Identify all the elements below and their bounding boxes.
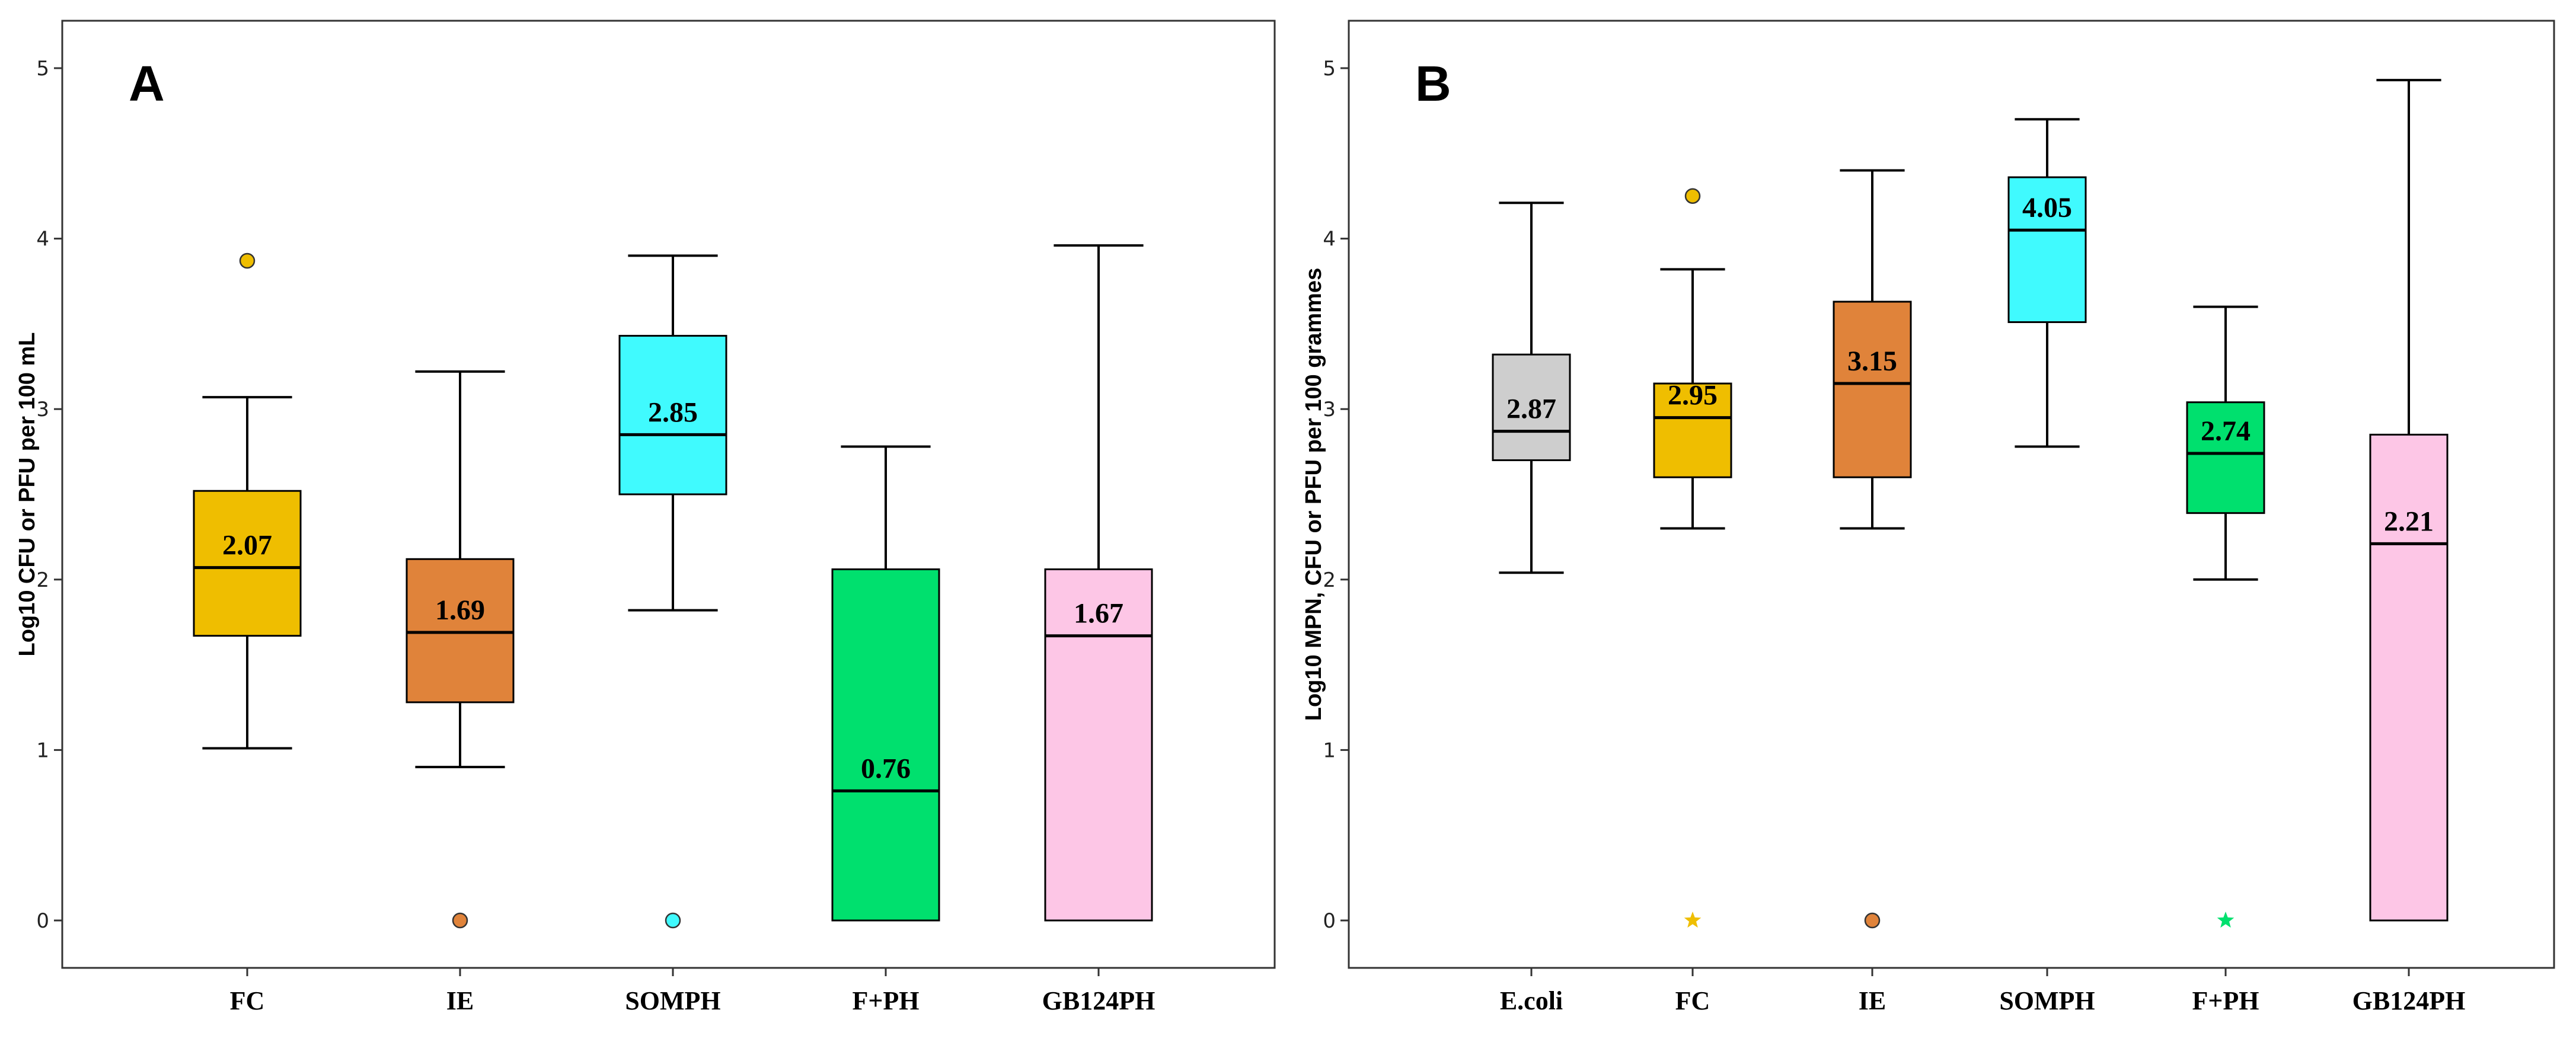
x-tick-label: FC xyxy=(1675,986,1710,1015)
y-axis-label: Log10 MPN, CFU or PFU per 100 grammes xyxy=(1301,268,1326,721)
box-somph: SOMPH 2.85 xyxy=(618,254,727,1015)
box-f-ph: F+PH 2.74 xyxy=(2186,305,2265,1015)
y-tick-label: 2 xyxy=(1323,568,1336,592)
iqr-box xyxy=(1833,300,1912,478)
median-label: 1.67 xyxy=(1074,598,1123,629)
median-label: 2.95 xyxy=(1668,380,1718,411)
y-tick-label: 4 xyxy=(1323,228,1336,251)
x-tick-label: F+PH xyxy=(2192,986,2259,1015)
y-tick-label: 4 xyxy=(36,228,49,251)
box-e-coli: E.coli 2.87 xyxy=(1492,202,1571,1015)
iqr-box xyxy=(1653,382,1732,478)
box-somph: SOMPH 4.05 xyxy=(1999,118,2095,1015)
median-label: 1.69 xyxy=(435,594,485,626)
outlier-star xyxy=(2217,912,2235,928)
y-tick-label: 1 xyxy=(1323,739,1336,762)
y-tick-label: 1 xyxy=(36,739,49,762)
plot-frame xyxy=(1348,20,2555,969)
median-label: 4.05 xyxy=(2022,192,2072,223)
x-tick-label: GB124PH xyxy=(1042,986,1155,1015)
box-fc: FC 2.07 xyxy=(193,252,302,1015)
iqr-box xyxy=(193,490,302,637)
x-tick-label: FC xyxy=(230,986,265,1015)
x-tick-label: E.coli xyxy=(1500,986,1563,1015)
outlier-point xyxy=(452,912,468,929)
panel-label: B xyxy=(1415,56,1451,111)
median-label: 2.07 xyxy=(222,530,272,561)
median-label: 2.74 xyxy=(2201,415,2251,447)
y-tick-label: 5 xyxy=(1323,57,1336,81)
median-label: 0.76 xyxy=(861,753,911,784)
outlier-point xyxy=(239,252,256,269)
panel-label: A xyxy=(129,56,165,111)
x-tick-label: F+PH xyxy=(852,986,919,1015)
y-tick-label: 3 xyxy=(36,398,49,421)
iqr-box xyxy=(2007,176,2087,324)
box-fc: FC 2.95 xyxy=(1653,188,1732,1015)
outlier-point xyxy=(1684,188,1701,204)
y-tick-label: 0 xyxy=(1323,909,1336,933)
iqr-box xyxy=(406,558,515,704)
x-tick-label: SOMPH xyxy=(1999,986,2095,1015)
median-label: 2.85 xyxy=(648,397,698,428)
y-tick-label: 3 xyxy=(1323,398,1336,421)
x-tick-label: IE xyxy=(1859,986,1886,1015)
iqr-box xyxy=(2369,433,2449,922)
x-tick-label: GB124PH xyxy=(2352,986,2466,1015)
y-axis-label: Log10 CFU or PFU per 100 mL xyxy=(15,333,40,657)
iqr-box xyxy=(1044,568,1153,922)
iqr-box xyxy=(2186,401,2265,514)
x-tick-label: SOMPH xyxy=(625,986,720,1015)
box-gb124ph: GB124PH 2.21 xyxy=(2352,79,2466,1015)
box-gb124ph: GB124PH 1.67 xyxy=(1042,244,1155,1015)
median-label: 2.21 xyxy=(2384,506,2434,537)
iqr-box xyxy=(831,568,940,922)
outlier-point xyxy=(1864,912,1881,929)
median-label: 3.15 xyxy=(1847,346,1897,377)
outlier-point xyxy=(665,912,681,929)
box-f-ph: F+PH 0.76 xyxy=(831,445,940,1015)
outlier-star xyxy=(1684,912,1702,928)
box-ie: IE 3.15 xyxy=(1833,169,1912,1015)
box-ie: IE 1.69 xyxy=(406,370,515,1015)
panel-a: 0 1 2 3 4 5 Log10 CFU or PFU per 100 mL A FC 2.07… xyxy=(15,20,1276,1015)
y-tick-label: 2 xyxy=(36,568,49,592)
iqr-box xyxy=(618,335,727,495)
median-label: 2.87 xyxy=(1506,394,1556,425)
y-tick-label: 5 xyxy=(36,57,49,81)
y-tick-label: 0 xyxy=(36,909,49,933)
iqr-box xyxy=(1492,353,1571,461)
panel-b: 0 1 2 3 4 5 Log10 MPN, CFU or PFU per 100 gram… xyxy=(1301,20,2555,1015)
x-tick-label: IE xyxy=(446,986,474,1015)
